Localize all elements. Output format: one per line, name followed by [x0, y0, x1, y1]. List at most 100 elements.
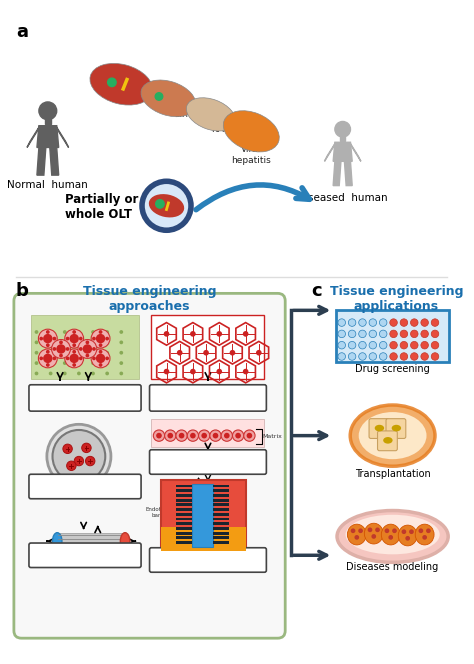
Circle shape — [92, 357, 96, 361]
Circle shape — [243, 369, 248, 374]
Circle shape — [369, 330, 377, 338]
Circle shape — [390, 341, 397, 349]
Text: Drug screening: Drug screening — [355, 364, 430, 374]
Circle shape — [99, 363, 102, 367]
Circle shape — [348, 319, 356, 326]
Circle shape — [105, 357, 109, 361]
Circle shape — [53, 357, 56, 361]
Circle shape — [66, 357, 70, 361]
Circle shape — [375, 527, 380, 532]
Circle shape — [390, 330, 397, 338]
Circle shape — [63, 330, 67, 334]
Bar — [213, 532, 228, 535]
Circle shape — [46, 363, 50, 367]
Bar — [336, 310, 449, 362]
Circle shape — [77, 351, 81, 355]
Circle shape — [66, 347, 70, 351]
Circle shape — [47, 424, 111, 489]
Circle shape — [164, 331, 169, 337]
Circle shape — [358, 529, 363, 533]
Circle shape — [73, 330, 76, 334]
Circle shape — [67, 461, 76, 471]
Ellipse shape — [337, 511, 448, 562]
Circle shape — [79, 337, 82, 341]
FancyBboxPatch shape — [150, 450, 266, 474]
Ellipse shape — [53, 533, 62, 550]
Circle shape — [99, 330, 102, 334]
Bar — [176, 503, 192, 506]
Circle shape — [70, 354, 79, 363]
Polygon shape — [37, 147, 46, 175]
Bar — [213, 518, 228, 521]
Bar — [176, 532, 192, 535]
Polygon shape — [50, 147, 59, 175]
Ellipse shape — [90, 63, 153, 105]
Text: Liver on a chip: Liver on a chip — [167, 555, 248, 565]
Circle shape — [405, 536, 410, 540]
Circle shape — [410, 319, 418, 326]
Circle shape — [66, 337, 70, 341]
Circle shape — [105, 341, 109, 344]
Circle shape — [368, 527, 373, 532]
Circle shape — [235, 433, 241, 438]
Circle shape — [74, 456, 83, 465]
Circle shape — [53, 347, 56, 351]
Text: Liver lobules
printed: Liver lobules printed — [191, 384, 225, 396]
Text: Tissue engineering
applications: Tissue engineering applications — [329, 285, 463, 313]
Text: Normal  human: Normal human — [8, 181, 88, 191]
Circle shape — [39, 337, 43, 341]
Circle shape — [63, 351, 67, 355]
Bar — [161, 480, 246, 550]
Circle shape — [119, 361, 123, 365]
Circle shape — [43, 334, 53, 343]
Circle shape — [155, 93, 163, 100]
Circle shape — [35, 361, 38, 365]
Polygon shape — [345, 161, 352, 186]
Circle shape — [73, 363, 76, 367]
Circle shape — [410, 330, 418, 338]
Circle shape — [35, 330, 38, 334]
Circle shape — [190, 433, 196, 438]
Bar — [176, 485, 192, 487]
Circle shape — [65, 349, 83, 368]
Bar — [340, 130, 345, 141]
Circle shape — [243, 331, 248, 337]
Text: 3D bioprinting: 3D bioprinting — [168, 393, 248, 403]
Circle shape — [164, 369, 169, 374]
Circle shape — [431, 341, 439, 349]
Bar — [45, 112, 51, 124]
Circle shape — [431, 353, 439, 361]
Circle shape — [119, 372, 123, 375]
Text: 3D cultures: 3D cultures — [53, 481, 116, 491]
Circle shape — [348, 353, 356, 361]
Circle shape — [99, 350, 102, 354]
Text: Co-culture
micropattern: Co-culture micropattern — [48, 387, 120, 409]
Bar — [31, 315, 139, 379]
Circle shape — [201, 433, 207, 438]
Circle shape — [210, 430, 221, 442]
Circle shape — [421, 353, 428, 361]
Circle shape — [232, 430, 244, 442]
Circle shape — [56, 344, 66, 354]
Circle shape — [421, 319, 428, 326]
Circle shape — [369, 341, 377, 349]
Ellipse shape — [383, 437, 392, 444]
Circle shape — [392, 529, 397, 533]
Bar — [176, 537, 192, 539]
Circle shape — [105, 330, 109, 334]
Circle shape — [77, 361, 81, 365]
Ellipse shape — [359, 412, 427, 459]
Text: Supportive Hepatocytes
cells: Supportive Hepatocytes cells — [46, 384, 112, 396]
Circle shape — [409, 529, 414, 534]
Circle shape — [229, 350, 235, 355]
Circle shape — [63, 444, 73, 454]
Circle shape — [153, 430, 164, 442]
Circle shape — [85, 354, 89, 357]
Bar — [213, 503, 228, 506]
Circle shape — [63, 341, 67, 344]
Circle shape — [179, 433, 184, 438]
Circle shape — [348, 330, 356, 338]
Circle shape — [119, 341, 123, 344]
Circle shape — [77, 372, 81, 375]
Text: Cirrhosis: Cirrhosis — [173, 110, 212, 119]
